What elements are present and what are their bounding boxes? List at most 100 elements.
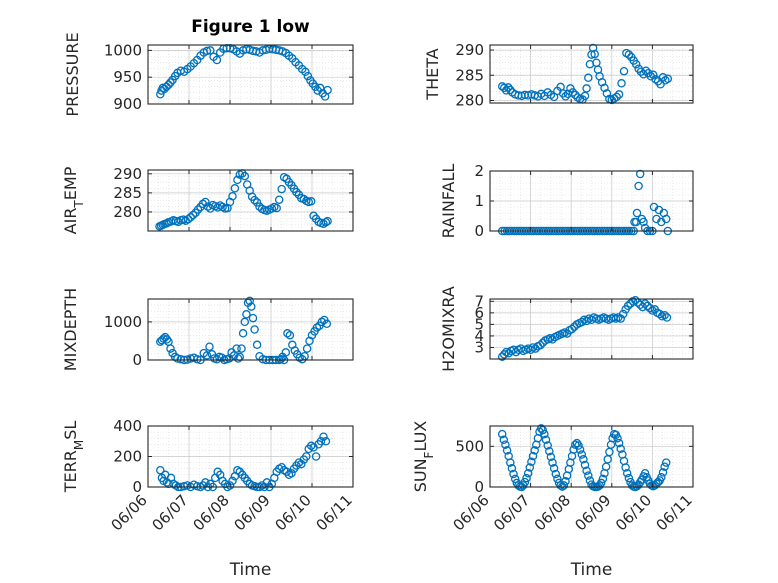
- subplot-5-data-point: [207, 350, 217, 359]
- subplot-8-data-point: [621, 463, 630, 472]
- subplot-2: 280 285 290 THETA: [423, 41, 694, 109]
- subplot-8-data-point: [540, 429, 549, 439]
- subplot-1-data-point: [206, 46, 215, 55]
- subplot-8-data-point: [658, 468, 668, 477]
- subplot-6-y-tick-label: 3: [474, 338, 484, 356]
- subplot-7-data-point: [287, 469, 296, 478]
- subplot-2-data-point: [506, 85, 515, 95]
- subplot-3-data-point: [188, 210, 198, 220]
- subplot-4-y-tick-label: 0: [474, 222, 484, 240]
- subplot-2-data-point: [588, 43, 598, 53]
- subplot-4: 0 1 2 RAINFALL: [439, 162, 694, 240]
- subplot-5-data-point: [166, 344, 175, 353]
- subplot-3-y-axis-label: AIRTEMP: [61, 166, 86, 234]
- subplot-6-data-point: [655, 309, 664, 319]
- subplot-2-axes-box: [489, 44, 694, 104]
- subplot-8-data-point: [556, 481, 565, 490]
- subplot-8-y-axis-label: SUNFLUX: [411, 421, 436, 493]
- subplot-8-series: [497, 424, 671, 492]
- subplot-5-data-point: [250, 325, 259, 334]
- subplot-3-data-point: [193, 205, 203, 214]
- subplot-5-data-point: [281, 348, 291, 357]
- subplot-5-data-point: [252, 340, 262, 350]
- subplot-2-data-point: [663, 74, 673, 84]
- subplot-2-data-point: [584, 73, 593, 83]
- subplot-5-data-point: [232, 344, 241, 353]
- subplot-8-data-point: [528, 451, 538, 461]
- subplot-5-y-tick-label: 0: [132, 351, 142, 369]
- subplot-3-data-point: [250, 195, 259, 205]
- subplot-2-y-tick-label: 285: [455, 66, 484, 84]
- subplot-4-y-tick-label: 2: [474, 162, 484, 180]
- subplot-5-data-point: [242, 310, 251, 319]
- subplot-1: 900 950 1000 PRESSURE Figure 1 low: [63, 17, 354, 117]
- subplot-8-data-point: [527, 457, 536, 467]
- subplot-3-data-point: [292, 187, 301, 197]
- subplot-8-data-point: [613, 433, 622, 443]
- subplot-3-data-point: [323, 216, 332, 226]
- subplot-3-data-point: [228, 192, 237, 201]
- subplot-6-axes-box: [489, 298, 694, 360]
- subplot-1-axes-box: [147, 44, 354, 105]
- subplot-8-axes-box: [489, 425, 694, 488]
- subplot-4-data-point: [632, 208, 642, 218]
- subplot-7-data-point: [262, 478, 272, 487]
- subplot-3-data-point: [183, 214, 193, 224]
- subplot-8-data-point: [559, 481, 569, 490]
- subplot-2-data-point: [568, 88, 578, 97]
- subplot-2-y-tick-label: 280: [455, 91, 484, 109]
- subplot-3-data-point: [201, 197, 210, 207]
- subplot-5-data-point: [312, 323, 322, 332]
- subplot-3-data-point: [277, 184, 286, 194]
- subplot-1-data-point: [313, 86, 322, 95]
- subplot-6-data-point: [499, 350, 509, 359]
- subplot-6-data-point: [536, 340, 545, 350]
- subplot-5-data-point: [240, 317, 250, 327]
- subplot-8-data-point: [553, 474, 562, 484]
- subplot-6-y-tick-label: 6: [474, 304, 484, 322]
- subplot-6-data-point: [643, 301, 652, 311]
- subplot-5-data-point: [162, 335, 172, 344]
- subplot-1-y-tick-label: 1000: [104, 41, 142, 59]
- subplot-2-data-point: [619, 66, 629, 76]
- subplot-8-y-tick-label: 0: [474, 478, 484, 496]
- subplot-5-data-point: [302, 344, 312, 353]
- subplot-5-y-axis-label: MIXDEPTH: [61, 288, 80, 371]
- subplot-8-data-point: [579, 455, 588, 464]
- subplot-8-data-point: [622, 468, 632, 478]
- subplot-3-data-point: [240, 171, 250, 181]
- subplot-2-data-point: [571, 90, 580, 100]
- subplot-2-data-point: [641, 66, 651, 75]
- subplot-8-data-point: [509, 469, 518, 479]
- subplot-8-data-point: [551, 469, 561, 479]
- subplot-2-data-point: [582, 84, 591, 93]
- subplot-8-data-point: [543, 441, 552, 450]
- subplot-8-data-point: [569, 445, 578, 454]
- subplot-8-data-point: [523, 468, 533, 478]
- subplot-5-axes-box: [147, 298, 354, 361]
- subplot-2-data-point: [600, 83, 609, 93]
- subplot-7-data-point: [311, 452, 321, 461]
- subplot-6-y-tick-label: 5: [474, 315, 484, 333]
- subplot-1-data-point: [323, 85, 332, 95]
- subplot-7-series: [156, 432, 331, 492]
- subplot-6-y-axis-label: H2OMIXRA: [439, 286, 458, 372]
- subplot-6-data-point: [662, 313, 672, 322]
- subplot-8-data-point: [574, 441, 583, 450]
- subplot-2-data-point: [624, 50, 634, 59]
- subplot-5-data-point: [238, 329, 248, 338]
- subplot-7-y-tick-label: 200: [113, 448, 142, 466]
- subplot-1-title: Figure 1 low: [191, 17, 310, 37]
- subplot-2-series: [497, 43, 673, 105]
- subplot-2-data-point: [631, 59, 641, 69]
- subplot-1-data-point: [202, 46, 212, 56]
- subplot-7-data-point: [201, 478, 210, 487]
- subplot-1-data-point: [212, 55, 222, 65]
- subplot-3-data-point: [306, 197, 316, 206]
- subplot-8-data-point: [522, 473, 531, 483]
- subplot-2-data-point: [590, 49, 599, 59]
- subplot-1-y-tick-label: 950: [113, 68, 142, 86]
- subplot-5-y-tick-label: 1000: [104, 313, 142, 331]
